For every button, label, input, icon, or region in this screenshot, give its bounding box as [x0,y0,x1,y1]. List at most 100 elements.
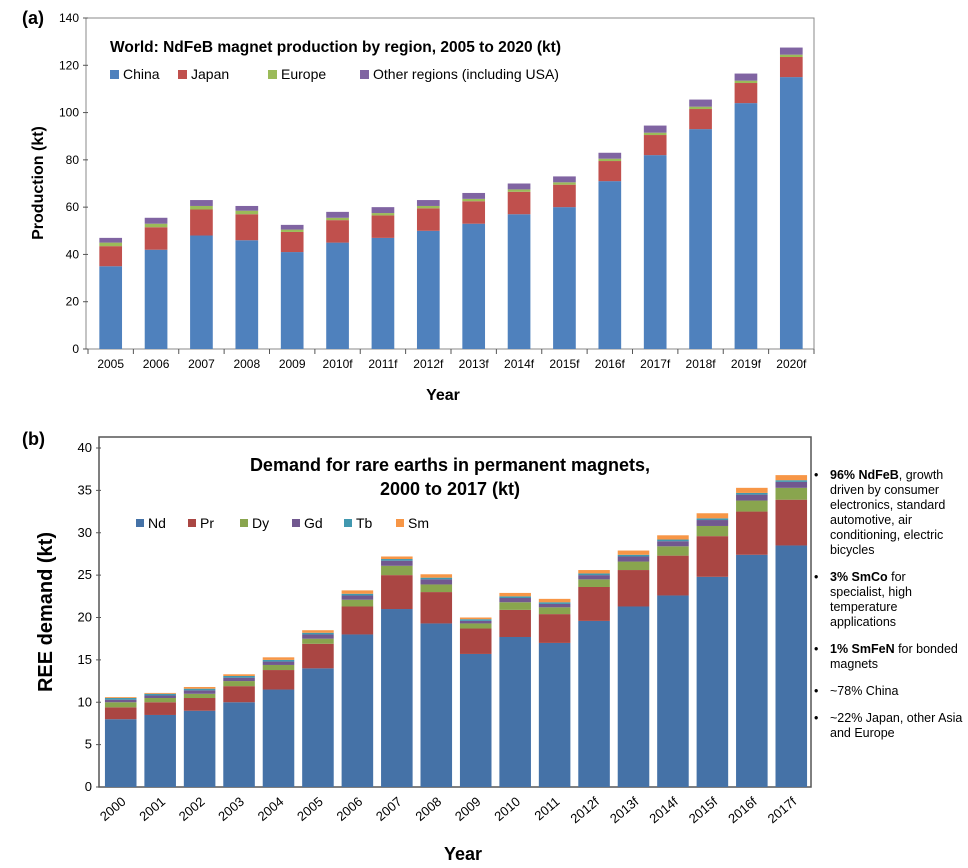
bar-segment [341,595,374,600]
bar-segment [280,229,304,232]
x-tick-label: 2010f [323,357,354,371]
legend-label: Tb [356,515,373,531]
x-tick-label: 2004 [255,794,287,824]
bar-segment [223,675,255,678]
x-tick-label: 2015f [686,794,721,827]
bar-segment [657,541,689,547]
bar-segment [578,575,610,580]
bar-segment [499,598,531,603]
bar-segment [696,518,729,521]
x-tick-label: 2018f [686,357,717,371]
bar-segment [280,231,304,253]
bar-segment [736,554,768,787]
bar-segment [538,642,571,787]
y-tick-label: 0 [85,779,92,794]
y-tick-label: 30 [78,525,92,540]
panel-b-x-axis-label: Year [444,844,482,864]
y-tick-label: 10 [78,694,92,709]
note-text: ~22% Japan, other Asia and Europe [830,711,963,740]
bar-segment [341,634,374,787]
x-tick-label: 2007 [373,794,405,824]
bar-segment [381,575,413,610]
bar-segment [144,695,176,699]
panel-b-title-line-1: Demand for rare earths in permanent magn… [250,455,650,475]
x-tick-label: 2005 [97,357,124,371]
bar-segment [326,242,349,349]
bar-segment [420,584,453,593]
bar-segment [183,690,216,694]
bar-segment [302,632,334,635]
bar-segment [416,230,440,349]
bar-segment [734,80,758,84]
bar-segment [183,693,216,699]
side-notes: • 96% NdFeB, growth driven by consumer e… [812,468,964,753]
bar-segment [736,494,768,501]
x-tick-label: 2010 [491,794,523,824]
bar-segment [779,54,803,58]
bar-segment [734,103,758,349]
bar-segment [538,598,571,603]
bar-segment [538,602,571,604]
x-tick-label: 2019f [731,357,762,371]
y-tick-label: 15 [78,652,92,667]
bar-segment [617,554,650,557]
panel-a-x-axis-label: Year [426,387,460,404]
bar-segment [420,579,453,585]
panel-a-production-chart: (a) 0 20 40 60 80 100 120 140 2005 2006 2007 2008 20… [22,8,815,404]
y-tick-label: 5 [85,737,92,752]
panel-b-bars [104,475,808,787]
bar-segment [144,692,176,694]
bar-segment [462,192,486,199]
bar-segment [696,536,729,577]
note-bullet: • [814,642,819,656]
panel-a-title: World: NdFeB magnet production by region… [110,39,561,56]
bar-segment [553,184,576,208]
note-text: for bonded magnets [830,642,958,671]
bar-segment [578,570,610,574]
panel-b-plot-frame [98,436,812,788]
bar-segment [617,606,650,787]
x-tick-label: 2003 [215,794,247,824]
bar-segment [416,205,440,209]
y-tick-label: 80 [66,153,80,167]
legend-swatch [136,519,144,527]
x-tick-label: 2009 [279,357,306,371]
note-item: • 96% NdFeB, growth driven by consumer e… [812,468,964,558]
bar-segment [262,657,295,660]
bar-segment [736,500,768,512]
x-tick-label: 2014f [504,357,535,371]
x-tick-label: 2013f [607,794,642,827]
x-tick-label: 2008 [233,357,260,371]
panel-a-y-axis-label: Production (kt) [30,126,47,240]
bar-segment [341,593,374,596]
panel-b-legend: Nd Pr Dy Gd Tb Sm [136,515,429,531]
bar-segment [183,698,216,711]
bar-segment [341,606,374,635]
bar-segment [262,689,295,787]
bar-segment [775,499,808,546]
bar-segment [104,702,137,708]
bar-segment [643,125,667,133]
bar-segment [499,602,531,610]
bar-segment [553,176,576,183]
x-tick-label: 2006 [334,794,366,824]
legend-label: Japan [191,66,229,82]
note-bold: 1% SmFeN [830,642,895,656]
y-tick-label: 40 [78,440,92,455]
bar-segment [696,520,729,526]
bar-segment [617,561,650,571]
note-bold: 3% SmCo [830,570,888,584]
bar-segment [617,570,650,607]
bar-segment [553,182,576,185]
legend-swatch [110,70,119,79]
bar-segment [696,525,729,537]
bar-segment [104,719,137,787]
bar-segment [420,623,453,787]
legend-swatch [396,519,404,527]
bar-segment [779,77,803,349]
note-item: • ~78% China [812,684,964,699]
bar-segment [507,183,531,190]
bar-segment [223,674,255,676]
bar-segment [598,158,622,162]
bar-segment [775,475,808,481]
